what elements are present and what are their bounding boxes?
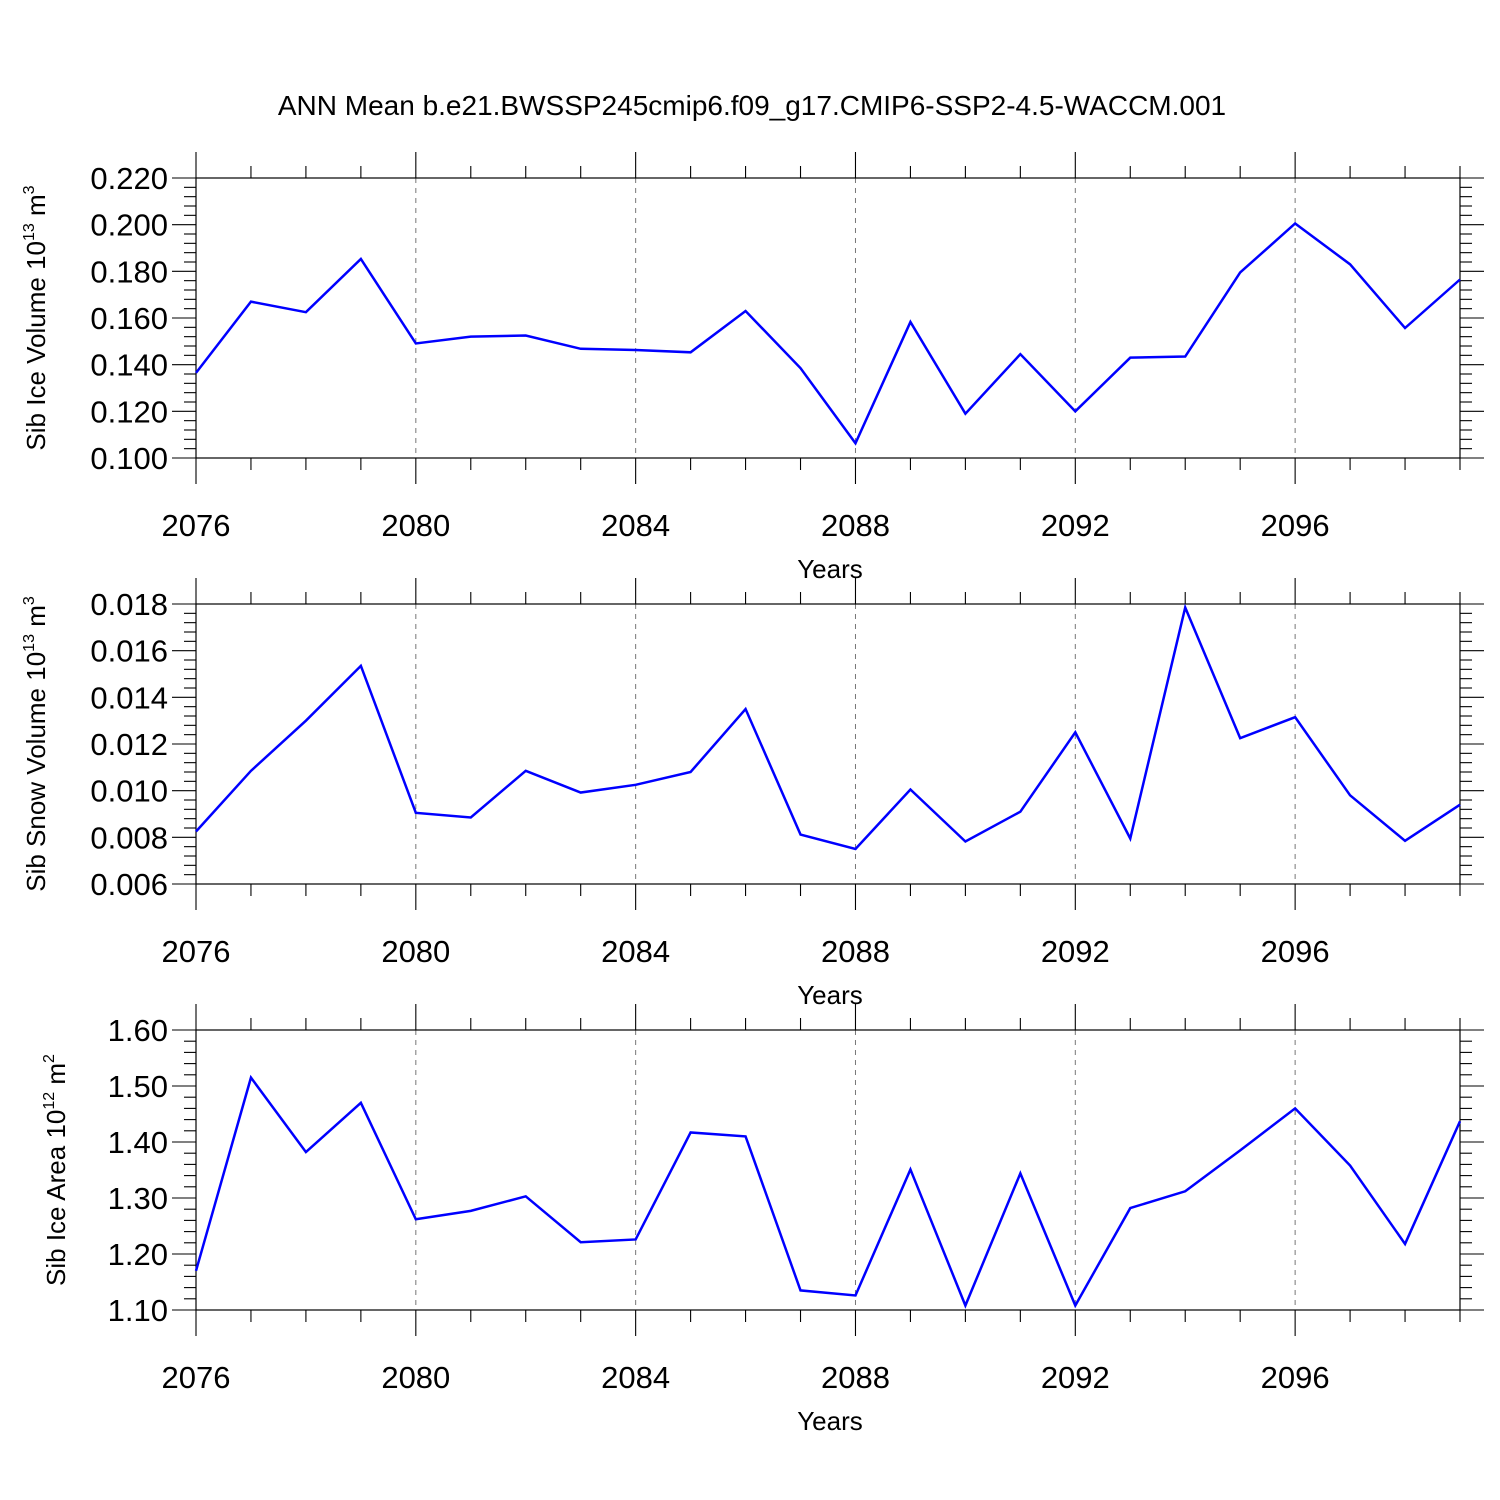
y-tick-label: 1.10 [108, 1293, 168, 1328]
y-axis-label: Sib Snow Volume 1013 m3 [21, 596, 51, 892]
x-axis-label: Years [797, 980, 863, 1010]
series-line [195, 603, 1461, 851]
y-tick-label: 0.010 [90, 774, 168, 809]
x-axis-label: Years [797, 1406, 863, 1436]
x-tick-label: 2088 [821, 1360, 890, 1395]
y-axis-label: Sib Ice Area 1012 m2 [41, 1054, 71, 1286]
series-line [194, 1074, 1462, 1309]
y-tick-label: 1.20 [108, 1237, 168, 1272]
y-tick-label: 0.014 [90, 680, 168, 715]
y-axis-label-unit: m [21, 605, 51, 634]
y-tick-label: 1.60 [108, 1013, 168, 1048]
plot-frame [195, 177, 1461, 459]
y-axis-label-unit-exponent: 3 [21, 185, 38, 194]
x-tick-label: 2096 [1261, 1360, 1330, 1395]
y-axis-label-main: Sib Ice Area 10 [41, 1110, 71, 1286]
x-tick-label: 2092 [1041, 1360, 1110, 1395]
y-tick-label: 0.120 [90, 394, 168, 429]
x-tick-label: 2092 [1041, 508, 1110, 543]
y-axis-label-exponent: 13 [21, 223, 38, 241]
x-tick-label: 2096 [1261, 934, 1330, 969]
chart-panel-3: 1.10 1.20 1.30 1.40 1.50 1.60 2076 2080 2084 2088… [41, 1004, 1484, 1436]
x-tick-label: 2084 [601, 508, 670, 543]
x-tick-label: 2076 [162, 508, 231, 543]
x-tick-label: 2080 [381, 1360, 450, 1395]
x-tick-label: 2076 [162, 934, 231, 969]
chart-panel-1: 0.100 0.120 0.140 0.160 0.180 0.200 0.220 2076 2… [21, 152, 1484, 584]
y-tick-label: 0.012 [90, 727, 168, 762]
x-axis-label: Years [797, 554, 863, 584]
y-tick-label: 0.220 [90, 161, 168, 196]
x-tick-label: 2076 [162, 1360, 231, 1395]
y-tick-label: 0.180 [90, 254, 168, 289]
x-tick-label: 2096 [1261, 508, 1330, 543]
y-axis-label-main: Sib Ice Volume 10 [21, 241, 51, 451]
y-axis-label: Sib Ice Volume 1013 m3 [21, 185, 51, 450]
y-axis-label-exponent: 12 [41, 1092, 58, 1110]
y-axis-label-unit: m [21, 194, 51, 223]
chart-panel-2: 0.006 0.008 0.010 0.012 0.014 0.016 0.018 2076 2… [21, 578, 1484, 1010]
y-axis-label-unit-exponent: 2 [41, 1054, 58, 1063]
x-tick-label: 2092 [1041, 934, 1110, 969]
x-tick-label: 2080 [381, 934, 450, 969]
y-tick-label: 0.018 [90, 587, 168, 622]
x-tick-label: 2088 [821, 508, 890, 543]
chart-title: ANN Mean b.e21.BWSSP245cmip6.f09_g17.CMI… [278, 90, 1226, 121]
y-tick-label: 1.40 [108, 1125, 168, 1160]
y-tick-label: 1.50 [108, 1069, 168, 1104]
y-tick-label: 0.200 [90, 208, 168, 243]
y-tick-label: 0.016 [90, 634, 168, 669]
y-tick-label: 0.006 [90, 867, 168, 902]
x-tick-label: 2080 [381, 508, 450, 543]
y-axis-label-exponent: 13 [21, 634, 38, 652]
y-axis-label-main: Sib Snow Volume 10 [21, 652, 51, 892]
y-tick-label: 0.100 [90, 441, 168, 476]
y-tick-label: 0.140 [90, 348, 168, 383]
series-line [195, 221, 1461, 446]
y-tick-label: 1.30 [108, 1181, 168, 1216]
plot-frame [195, 1029, 1461, 1311]
y-axis-label-unit-exponent: 3 [21, 596, 38, 605]
y-tick-label: 0.160 [90, 301, 168, 336]
x-tick-label: 2084 [601, 1360, 670, 1395]
y-axis-label-unit: m [41, 1063, 71, 1092]
y-tick-label: 0.008 [90, 820, 168, 855]
x-tick-label: 2084 [601, 934, 670, 969]
x-tick-label: 2088 [821, 934, 890, 969]
